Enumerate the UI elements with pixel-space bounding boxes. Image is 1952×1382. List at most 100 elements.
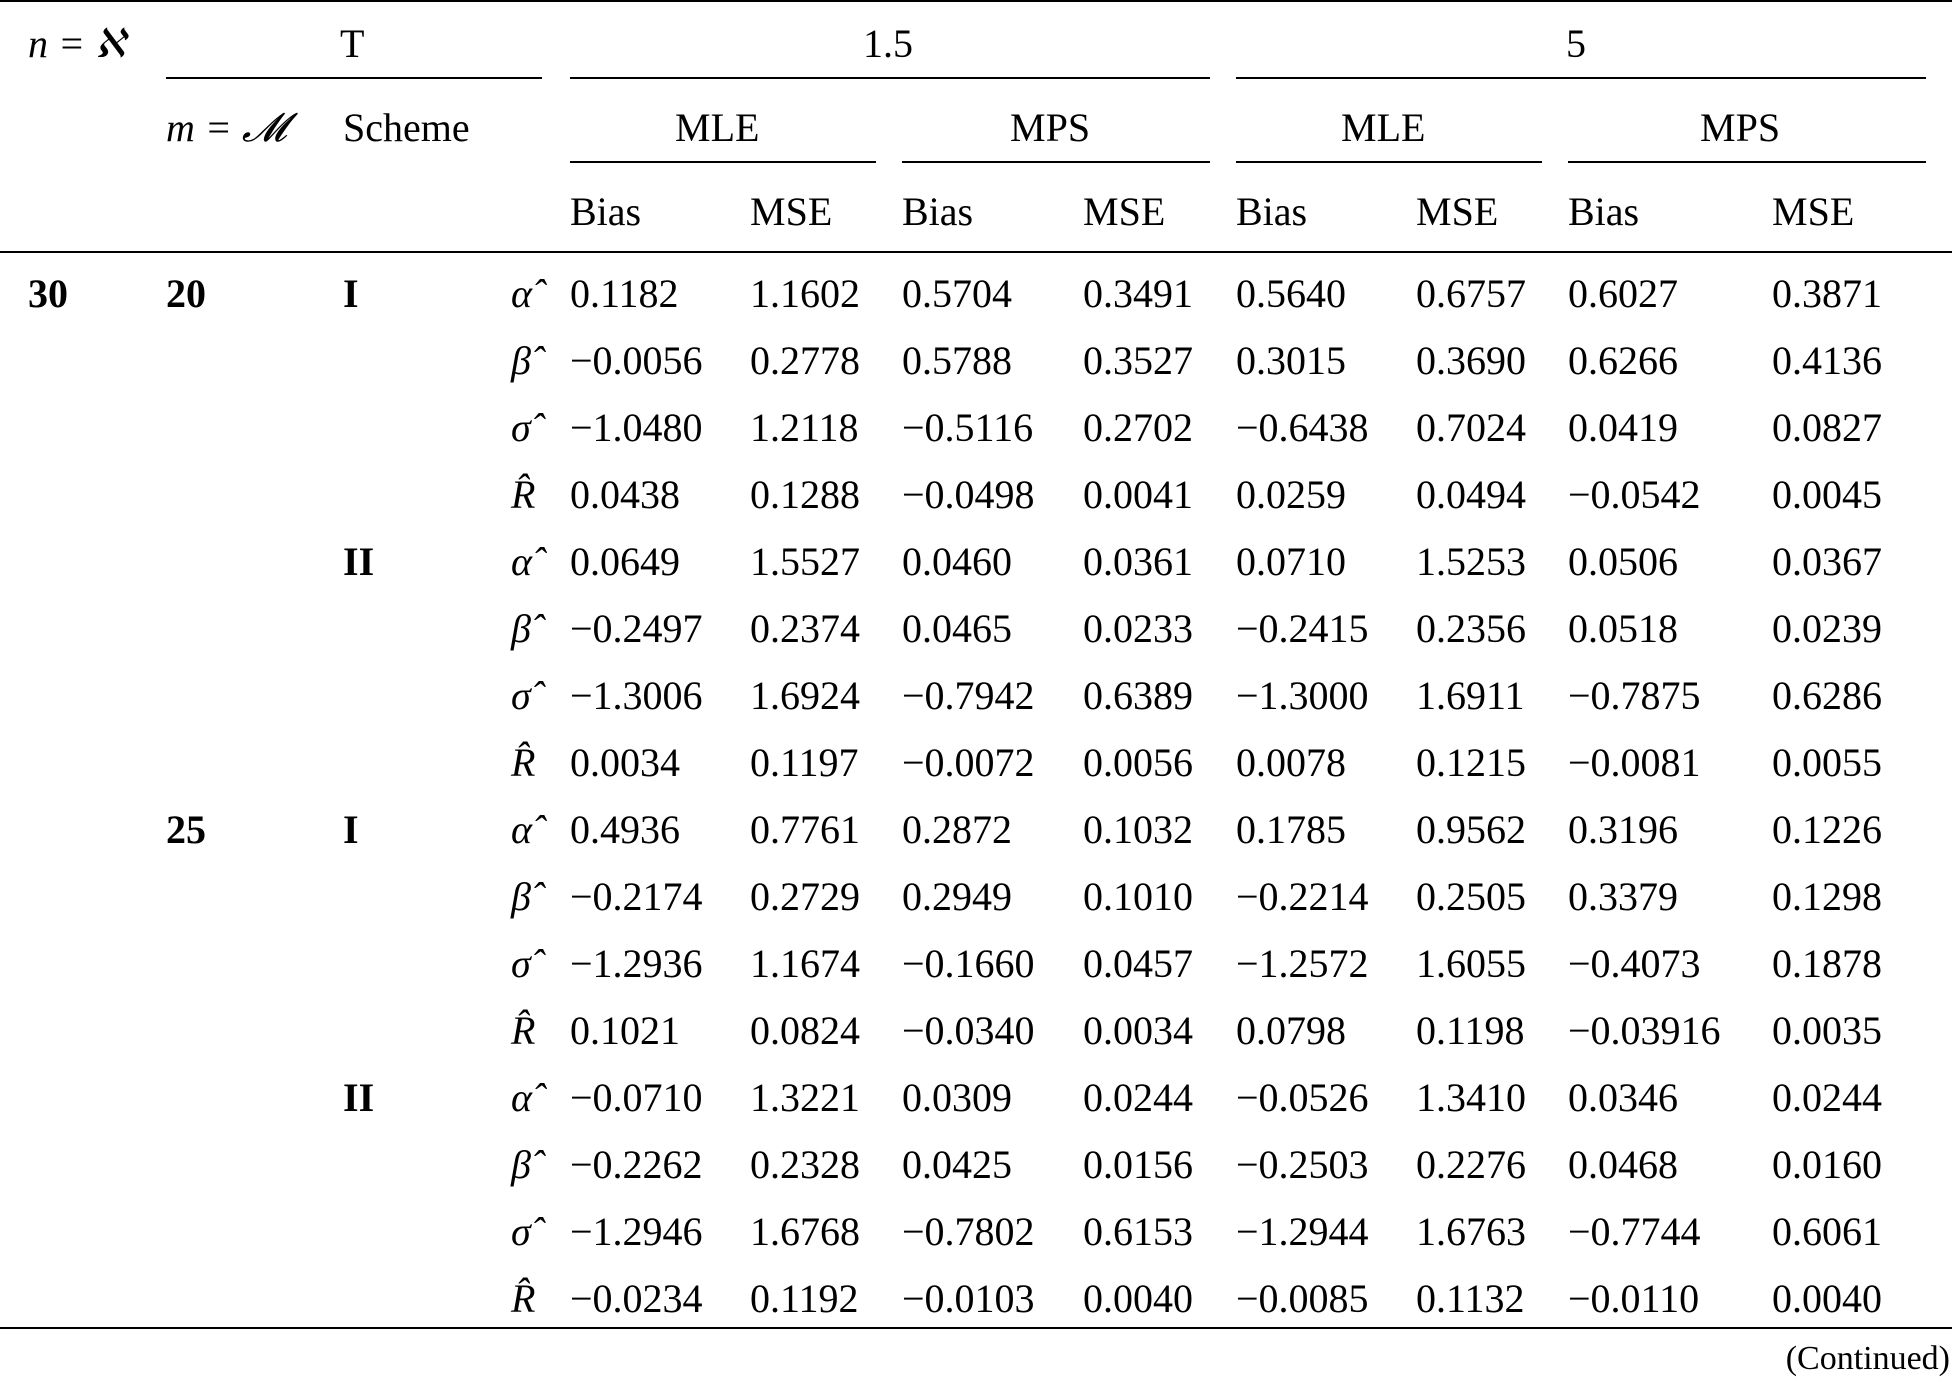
parameter-symbol: σ̂ — [511, 673, 531, 718]
table-cell: 0.6027 — [1568, 271, 1678, 316]
table-cell: 0.1878 — [1772, 941, 1882, 986]
table-cell: 0.3196 — [1568, 807, 1678, 852]
table-cell: 0.2328 — [750, 1142, 860, 1187]
table-cell: −1.2946 — [570, 1209, 703, 1254]
table-cell: 1.5253 — [1416, 539, 1526, 584]
table-cell: 1.6055 — [1416, 941, 1526, 986]
table-cell: 0.1198 — [1416, 1008, 1525, 1053]
table-cell: 0.6153 — [1083, 1209, 1193, 1254]
table-cell: −0.4073 — [1568, 941, 1701, 986]
table-cell: 0.1215 — [1416, 740, 1526, 785]
t15-underline — [570, 77, 1210, 79]
table-cell: 0.4136 — [1772, 338, 1882, 383]
table-cell: −0.0710 — [570, 1075, 703, 1120]
scheme-header: Scheme — [343, 105, 470, 150]
table-cell: 0.3690 — [1416, 338, 1526, 383]
parameter-symbol: R̂ — [511, 740, 536, 785]
m-value: 25 — [166, 807, 206, 852]
table-cell: −1.2936 — [570, 941, 703, 986]
table-cell: 0.2702 — [1083, 405, 1193, 450]
table-cell: 1.2118 — [750, 405, 859, 450]
table-cell: 1.3410 — [1416, 1075, 1526, 1120]
parameter-symbol: α̂ — [511, 807, 532, 852]
table-cell: 0.9562 — [1416, 807, 1526, 852]
table-cell: 0.0259 — [1236, 472, 1346, 517]
parameter-symbol: β̂ — [511, 874, 531, 919]
table-cell: 0.0649 — [570, 539, 680, 584]
t-header: T — [340, 21, 365, 66]
table-cell: −0.0498 — [902, 472, 1035, 517]
table-cell: 0.2276 — [1416, 1142, 1526, 1187]
table-cell: 1.3221 — [750, 1075, 860, 1120]
table-cell: 0.2729 — [750, 874, 860, 919]
table-cell: 0.0035 — [1772, 1008, 1882, 1053]
top-rule — [0, 0, 1952, 2]
table-cell: 0.0361 — [1083, 539, 1193, 584]
table-cell: 0.6757 — [1416, 271, 1526, 316]
table-cell: 0.0457 — [1083, 941, 1193, 986]
table-cell: 0.0041 — [1083, 472, 1193, 517]
continued-note: (Continued) — [1785, 1340, 1950, 1377]
n-header: n = ℵ — [28, 21, 125, 66]
table-cell: 0.0244 — [1772, 1075, 1882, 1120]
table-cell: 0.0078 — [1236, 740, 1346, 785]
table-cell: 0.2778 — [750, 338, 860, 383]
table-cell: 0.0346 — [1568, 1075, 1678, 1120]
parameter-symbol: σ̂ — [511, 1209, 531, 1254]
t-value-2: 5 — [1566, 21, 1586, 66]
table-cell: −0.0081 — [1568, 740, 1701, 785]
table-cell: 0.5704 — [902, 271, 1012, 316]
table-cell: −0.0072 — [902, 740, 1035, 785]
table-cell: 0.0040 — [1083, 1276, 1193, 1321]
table-cell: 0.0824 — [750, 1008, 860, 1053]
table-cell: 0.2872 — [902, 807, 1012, 852]
table-cell: 0.0156 — [1083, 1142, 1193, 1187]
stat-header: MSE — [750, 189, 833, 234]
table-cell: −0.2415 — [1236, 606, 1369, 651]
stat-header: MSE — [1416, 189, 1499, 234]
table-cell: −0.7875 — [1568, 673, 1701, 718]
table-cell: −0.6438 — [1236, 405, 1369, 450]
table-cell: 0.0419 — [1568, 405, 1678, 450]
parameter-symbol: α̂ — [511, 1075, 532, 1120]
table-cell: 1.6768 — [750, 1209, 860, 1254]
table-cell: 0.0055 — [1772, 740, 1882, 785]
parameter-symbol: σ̂ — [511, 405, 531, 450]
table-cell: −0.0056 — [570, 338, 703, 383]
table-cell: −0.03916 — [1568, 1008, 1721, 1053]
table-cell: 1.6911 — [1416, 673, 1525, 718]
scheme-value: II — [343, 1075, 375, 1120]
parameter-symbol: β̂ — [511, 338, 531, 383]
table-cell: 0.7761 — [750, 807, 860, 852]
scheme-value: I — [343, 271, 359, 316]
table-cell: −0.2174 — [570, 874, 703, 919]
table-cell: −0.0110 — [1568, 1276, 1700, 1321]
table-cell: −0.0085 — [1236, 1276, 1369, 1321]
table-cell: 1.1602 — [750, 271, 860, 316]
table-cell: 0.2505 — [1416, 874, 1526, 919]
table-cell: −0.2262 — [570, 1142, 703, 1187]
table-cell: −1.2572 — [1236, 941, 1369, 986]
table-cell: 0.1226 — [1772, 807, 1882, 852]
table-cell: 0.0798 — [1236, 1008, 1346, 1053]
scheme-value: I — [343, 807, 359, 852]
mle-underline-1 — [570, 161, 876, 163]
table-cell: 0.0045 — [1772, 472, 1882, 517]
table-cell: 0.0460 — [902, 539, 1012, 584]
table-cell: 0.0034 — [1083, 1008, 1193, 1053]
table-cell: 0.0468 — [1568, 1142, 1678, 1187]
table-cell: −0.2503 — [1236, 1142, 1369, 1187]
table-cell: 0.5788 — [902, 338, 1012, 383]
method-mle-2: MLE — [1341, 105, 1426, 150]
table-cell: 0.1192 — [750, 1276, 859, 1321]
table-cell: 0.0518 — [1568, 606, 1678, 651]
n-value: 30 — [28, 271, 68, 316]
header-rule — [0, 251, 1952, 253]
parameter-symbol: α̂ — [511, 271, 532, 316]
table-cell: −1.2944 — [1236, 1209, 1369, 1254]
table-cell: 0.2374 — [750, 606, 860, 651]
table-cell: 0.1298 — [1772, 874, 1882, 919]
table-cell: 0.3379 — [1568, 874, 1678, 919]
t5-underline — [1236, 77, 1926, 79]
